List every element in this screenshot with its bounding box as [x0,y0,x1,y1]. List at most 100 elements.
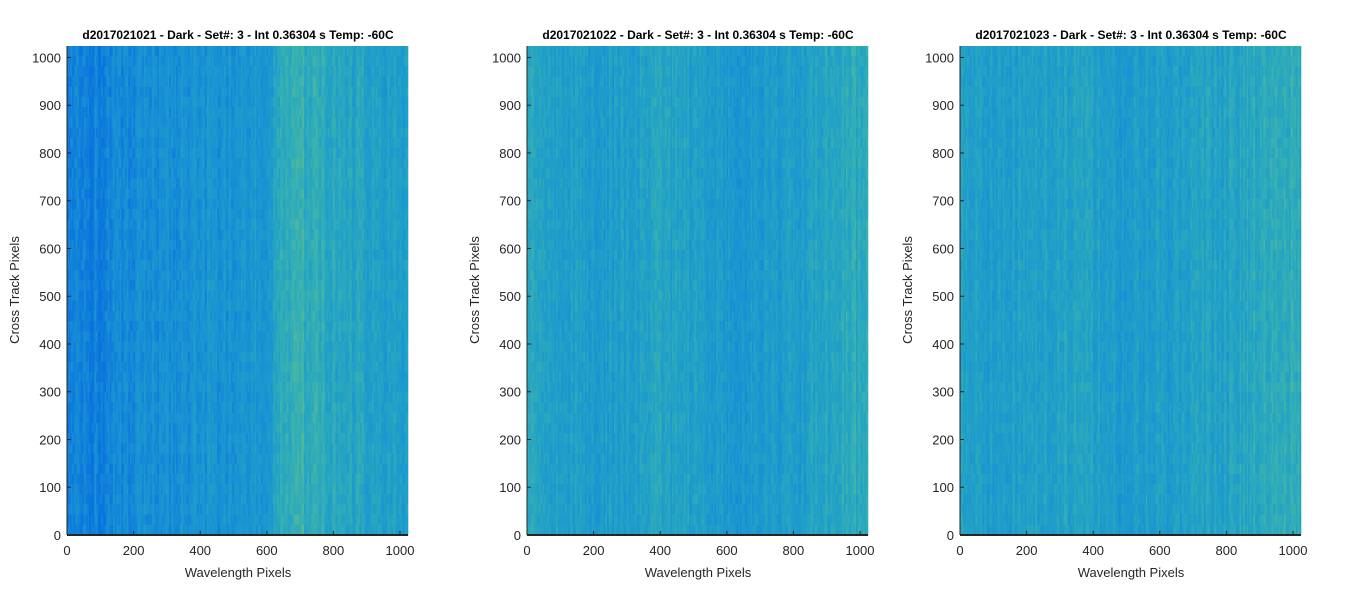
heatmap-cell [162,127,165,138]
heatmap-cell [138,433,141,444]
heatmap-cell [159,321,162,332]
heatmap-cell [171,290,173,301]
heatmap-cell [210,188,213,200]
heatmap-cell [203,524,206,536]
heatmap-cell [75,270,78,281]
heatmap-cell [135,351,138,363]
heatmap-cell [162,361,165,373]
heatmap-cell [104,433,107,444]
heatmap-cell [242,463,245,475]
heatmap-cell [240,280,243,291]
heatmap-cell [210,372,213,383]
heatmap-cell [109,178,112,189]
heatmap-cell [116,168,119,179]
heatmap-cell [206,96,209,108]
heatmap-cell [193,453,196,464]
heatmap-cell [174,158,177,169]
heatmap-cell [85,209,88,220]
heatmap-cell [123,372,126,383]
heatmap-cell [186,484,189,495]
heatmap-cell [94,66,97,77]
heatmap-cell [213,158,216,169]
heatmap-cell [130,280,133,291]
heatmap-cell [199,463,202,475]
heatmap-cell [213,178,216,189]
heatmap-cell [82,147,85,159]
heatmap-cell [148,514,151,526]
heatmap-cell [92,168,95,179]
heatmap-cell [92,484,95,495]
heatmap-cell [82,249,85,261]
heatmap-cell [184,351,187,363]
heatmap-cell [87,107,90,118]
heatmap-cell [135,127,138,138]
heatmap-cell [162,56,165,67]
heatmap-cell [215,290,218,301]
heatmap-cell [145,158,148,169]
heatmap-cell [94,219,97,230]
heatmap-cell [109,270,112,281]
heatmap-cell [188,402,191,414]
heatmap-cell [143,46,146,57]
heatmap-cell [85,127,88,138]
heatmap-cell [160,453,163,464]
heatmap-cell [77,382,80,393]
heatmap-cell [242,198,245,210]
heatmap-cell [199,351,202,363]
heatmap-cell [174,433,177,444]
heatmap-cell [157,351,160,363]
heatmap-cell [218,147,221,159]
heatmap-cell [230,504,233,515]
heatmap-cell [220,158,223,169]
heatmap-cell [240,422,243,434]
heatmap-cell [193,473,196,485]
heatmap-cell [160,107,163,118]
heatmap-cell [111,463,114,475]
heatmap-cell [182,443,185,454]
heatmap-cell [225,382,228,393]
heatmap-cell [94,463,97,475]
heatmap-cell [196,341,199,352]
heatmap-cell [109,259,112,271]
heatmap-cell [99,300,102,312]
heatmap-cell [217,147,220,159]
heatmap-cell [99,443,102,454]
heatmap-cell [94,494,97,505]
heatmap-cell [196,219,199,230]
heatmap-cell [155,127,158,138]
heatmap-cell [232,514,235,526]
heatmap-cell [191,463,194,475]
heatmap-cell [118,321,121,332]
heatmap-cell [78,524,81,536]
heatmap-cell [124,382,127,393]
heatmap-cell [165,290,168,301]
heatmap-cell [111,473,114,485]
heatmap-cell [73,443,76,454]
heatmap-cell [82,270,85,281]
heatmap-cell [232,209,235,220]
heatmap-cell [227,198,230,210]
heatmap-cell [198,168,201,179]
heatmap-cell [225,229,228,240]
heatmap-cell [104,382,107,393]
heatmap-cell [131,229,134,240]
heatmap-cell [240,198,243,210]
heatmap-cell [235,56,238,67]
heatmap-cell [235,127,238,138]
heatmap-cell [177,249,180,261]
heatmap-cell [116,158,119,169]
heatmap-cell [80,341,83,352]
heatmap-cell [126,361,129,373]
heatmap-cell [84,158,87,169]
heatmap-cell [223,219,226,230]
heatmap-cell [82,188,85,200]
heatmap-cell [87,209,90,220]
heatmap-cell [164,178,167,189]
heatmap-cell [235,351,238,363]
heatmap-cell [234,198,237,210]
heatmap-cell [128,473,131,485]
heatmap-cell [80,270,83,281]
heatmap-cell [223,392,226,403]
heatmap-cell [121,86,124,98]
heatmap-cell [131,290,134,301]
